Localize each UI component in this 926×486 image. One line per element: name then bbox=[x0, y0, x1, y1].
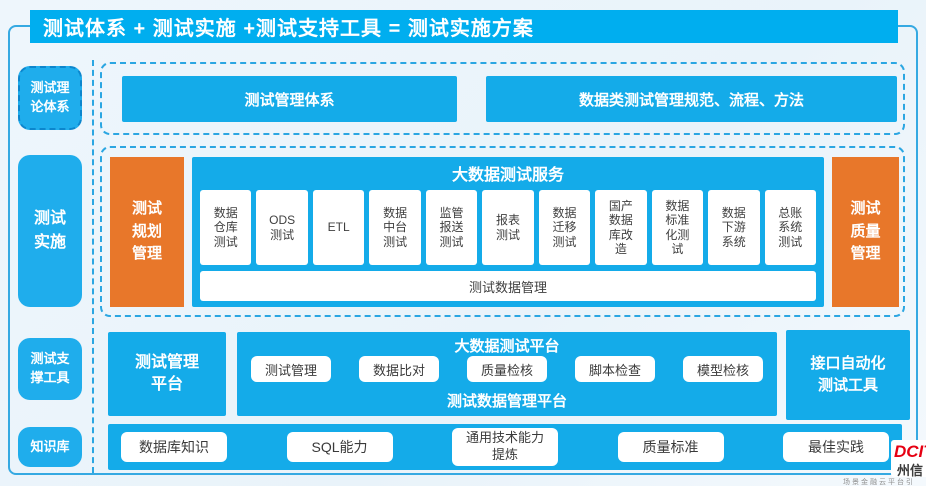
box-data-test-standards: 数据类测试管理规范、流程、方法 bbox=[486, 76, 897, 122]
test-data-management-platform-title: 测试数据管理平台 bbox=[446, 393, 567, 410]
pill-data-comparison: 数据比对 bbox=[359, 356, 439, 382]
pill-sql-capability: SQL能力 bbox=[286, 432, 393, 462]
big-data-test-platform-title: 大数据测试平台 bbox=[454, 338, 560, 355]
box-test-management-platform: 测试管理 平台 bbox=[108, 332, 226, 416]
theory-row-container: 测试管理体系 数据类测试管理规范、流程、方法 bbox=[100, 62, 905, 135]
vendor-logo-background bbox=[891, 440, 926, 477]
test-service-cells: 数据 仓库 测试 ODS 测试 ETL 数据 中台 测试 监管 报送 测试 报表… bbox=[200, 190, 816, 265]
test-data-management-bar: 测试数据管理 bbox=[200, 271, 816, 301]
vendor-logo-chinese-name: 州信 bbox=[897, 463, 924, 478]
platform-tool-pills: 测试管理 数据比对 质量检核 脚本检查 模型检核 bbox=[251, 355, 763, 383]
pill-script-check: 脚本检查 bbox=[575, 356, 655, 382]
box-test-planning-management: 测试 规划 管理 bbox=[110, 157, 184, 307]
pill-general-tech-capability: 通用技术能力 提炼 bbox=[452, 428, 558, 466]
cell-domestic-database-transform: 国产 数据 库改 造 bbox=[595, 190, 647, 265]
vendor-logo-tagline: 场景金融云平台引 bbox=[843, 479, 915, 486]
cell-data-standardization-test: 数据 标准 化测 试 bbox=[651, 190, 704, 265]
big-data-test-platform-panel: 大数据测试平台 测试管理 数据比对 质量检核 脚本检查 模型检核 测试数据管理平… bbox=[237, 332, 777, 416]
sidebar-label-theory: 测试理 论体系 bbox=[18, 66, 82, 130]
implementation-row-container: 测试 规划 管理 大数据测试服务 数据 仓库 测试 ODS 测试 ETL 数据 … bbox=[100, 146, 905, 317]
sidebar-label-implementation: 测试 实施 bbox=[18, 155, 82, 307]
pill-test-management: 测试管理 bbox=[251, 356, 331, 382]
cell-data-middle-platform-test: 数据 中台 测试 bbox=[369, 190, 421, 265]
cell-data-downstream-system: 数据 下游 系统 bbox=[708, 190, 760, 265]
cell-data-migration-test: 数据 迁移 测试 bbox=[538, 190, 591, 265]
vendor-logo-brand: DCIT bbox=[894, 442, 926, 461]
pill-model-check: 模型检核 bbox=[683, 356, 763, 382]
cell-data-warehouse-test: 数据 仓库 测试 bbox=[200, 190, 252, 265]
big-data-test-service-panel: 大数据测试服务 数据 仓库 测试 ODS 测试 ETL 数据 中台 测试 监管 … bbox=[192, 157, 824, 307]
cell-general-ledger-test: 总账 系统 测试 bbox=[764, 190, 816, 265]
pill-quality-standard: 质量标准 bbox=[617, 432, 724, 462]
pill-quality-check: 质量检核 bbox=[467, 356, 547, 382]
box-test-quality-management: 测试 质量 管理 bbox=[832, 157, 899, 307]
label-content-divider bbox=[92, 60, 94, 473]
cell-etl: ETL bbox=[312, 190, 365, 265]
box-api-automation-test-tool: 接口自动化 测试工具 bbox=[786, 330, 910, 420]
sidebar-label-knowledge-base: 知识库 bbox=[18, 427, 82, 467]
cell-report-test: 报表 测试 bbox=[482, 190, 534, 265]
cell-ods-test: ODS 测试 bbox=[256, 190, 308, 265]
pill-database-knowledge: 数据库知识 bbox=[121, 432, 227, 462]
cell-regulatory-reporting-test: 监管 报送 测试 bbox=[425, 190, 478, 265]
knowledge-base-bar: 数据库知识 SQL能力 通用技术能力 提炼 质量标准 最佳实践 bbox=[108, 424, 902, 470]
page-title: 测试体系 + 测试实施 +测试支持工具 = 测试实施方案 bbox=[43, 18, 534, 40]
sidebar-label-support-tools: 测试支 撑工具 bbox=[18, 338, 82, 400]
box-test-management-system: 测试管理体系 bbox=[122, 76, 457, 122]
diagram-title-bar: 测试体系 + 测试实施 +测试支持工具 = 测试实施方案 bbox=[30, 10, 898, 43]
big-data-test-service-title: 大数据测试服务 bbox=[451, 167, 564, 184]
pill-best-practice: 最佳实践 bbox=[783, 432, 889, 462]
